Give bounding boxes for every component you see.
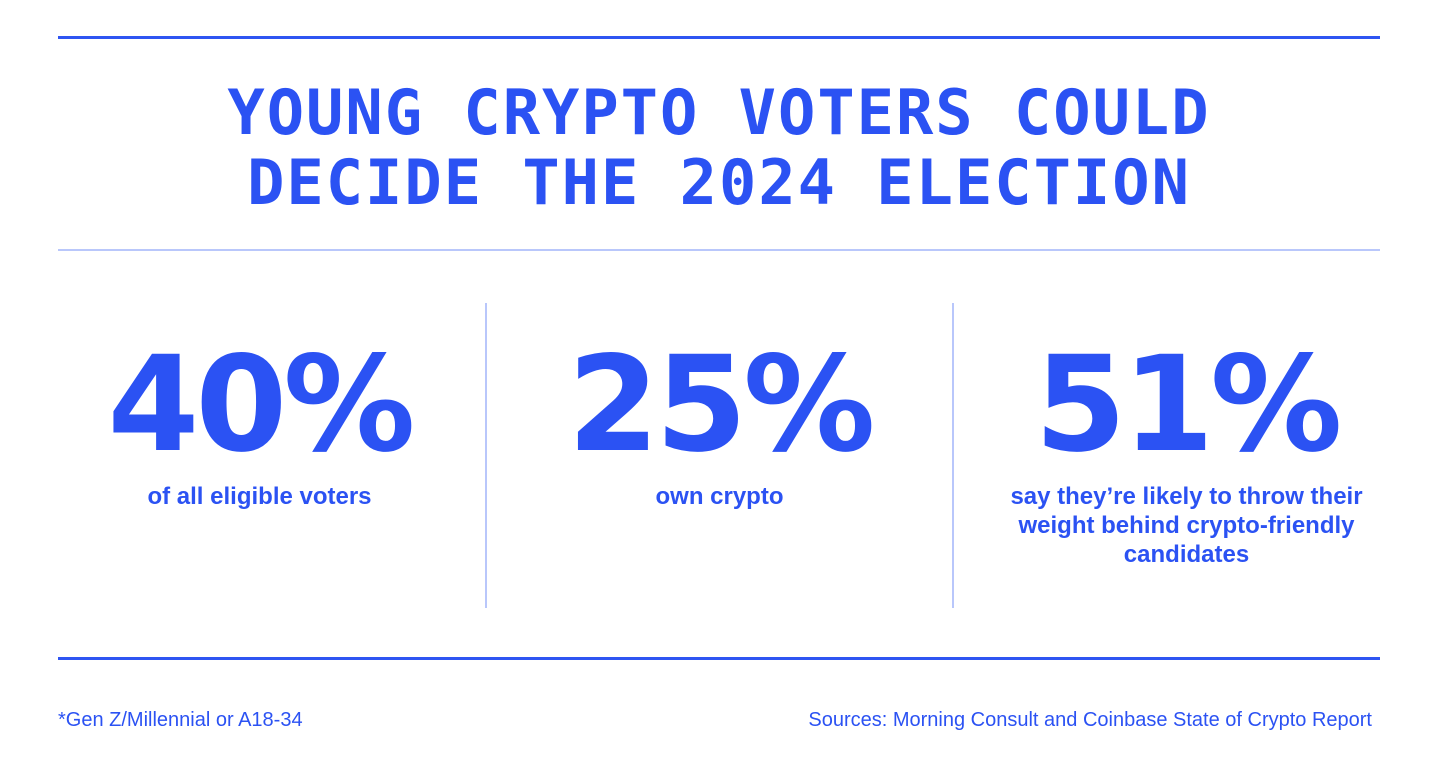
- column-divider-2: [952, 303, 954, 608]
- top-rule: [58, 36, 1380, 39]
- stat-crypto-friendly-candidates: 51% say they’re likely to throw their we…: [953, 330, 1420, 569]
- stat-description: own crypto: [655, 483, 784, 510]
- headline-line-2: DECIDE THE 2024 ELECTION: [247, 146, 1191, 219]
- headline-line-1: YOUNG CRYPTO VOTERS COULD: [227, 76, 1211, 149]
- stat-value: 51%: [1034, 328, 1343, 482]
- stat-description: of all eligible voters: [147, 483, 372, 510]
- stat-value: 25%: [567, 328, 876, 482]
- column-divider-1: [485, 303, 487, 608]
- bottom-rule: [58, 657, 1380, 660]
- headline: YOUNG CRYPTO VOTERS COULD DECIDE THE 202…: [58, 78, 1380, 218]
- stat-value: 40%: [107, 328, 416, 482]
- stat-own-crypto: 25% own crypto: [486, 330, 953, 511]
- sources-credit: Sources: Morning Consult and Coinbase St…: [808, 709, 1372, 731]
- stat-description: say they’re likely to throw their weight…: [1010, 483, 1363, 568]
- middle-rule: [58, 249, 1380, 251]
- footnote: *Gen Z/Millennial or A18-34: [58, 709, 303, 731]
- stat-eligible-voters: 40% of all eligible voters: [26, 330, 493, 511]
